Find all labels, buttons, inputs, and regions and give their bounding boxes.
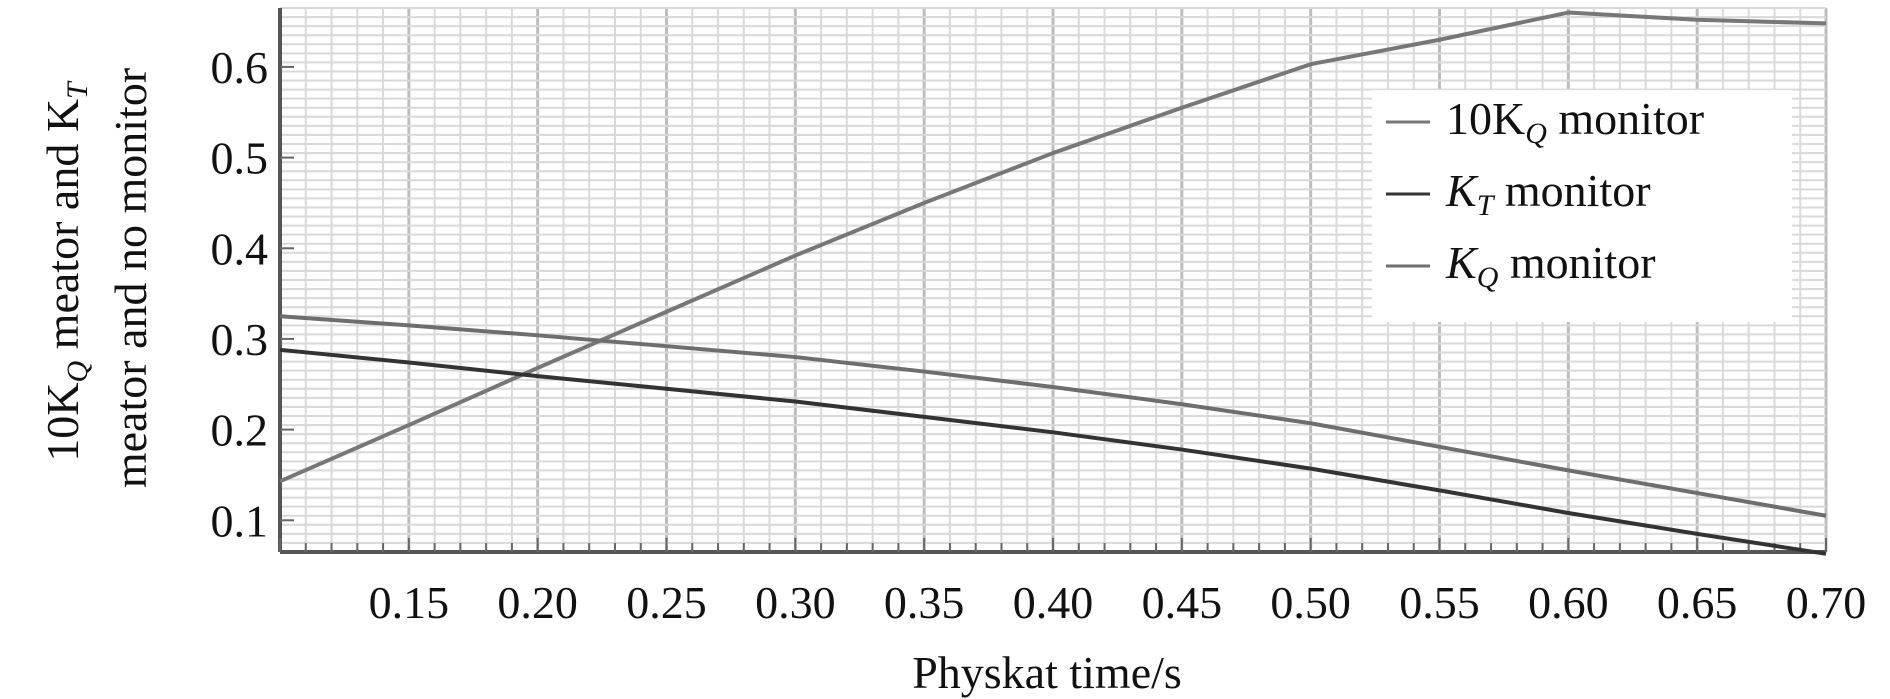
y-axis-title-sub2: T: [61, 80, 94, 99]
axes: [278, 8, 1827, 554]
y-tick-label: 0.2: [211, 405, 269, 456]
x-tick-label: 0.20: [497, 577, 578, 628]
x-tick-label: 0.45: [1142, 577, 1223, 628]
y-tick-label: 0.1: [211, 495, 269, 546]
x-tick-label: 0.15: [369, 577, 450, 628]
legend-entry-sub: T: [1477, 189, 1496, 222]
y-tick-labels: 0.1 0.2 0.3 0.4 0.5 0.6: [211, 42, 269, 546]
x-axis-title: Physkat time/s: [912, 647, 1182, 698]
x-tick-label: 0.25: [626, 577, 707, 628]
x-tick-label: 0.70: [1786, 577, 1867, 628]
x-tick-label: 0.40: [1013, 577, 1094, 628]
y-axis-title-line2: meator and no monitor: [105, 68, 156, 488]
legend-entry-main: K: [1445, 165, 1479, 216]
x-tick-label: 0.30: [755, 577, 836, 628]
y-axis-title-prefix: 10K: [37, 382, 88, 461]
y-axis-title-line1: 10KQ meator and KT: [37, 80, 94, 462]
x-tick-label: 0.55: [1399, 577, 1480, 628]
legend-entry-sub: Q: [1477, 261, 1499, 294]
x-tick-label: 0.35: [884, 577, 965, 628]
x-tick-labels: 0.15 0.20 0.25 0.30 0.35 0.40 0.45 0.50 0.55 0.60…: [369, 577, 1867, 628]
series-line-1: [279, 347, 1827, 556]
series-line-2: [279, 314, 1827, 518]
y-axis-title-mid: meator and K: [37, 99, 88, 361]
legend-entry-sub: Q: [1525, 117, 1547, 150]
legend-entry-rest: monitor: [1547, 93, 1704, 144]
y-axis-title-sub: Q: [61, 360, 94, 382]
x-tick-label: 0.50: [1270, 577, 1351, 628]
legend-entry-main: K: [1445, 237, 1479, 288]
legend-entry-rest: monitor: [1498, 237, 1655, 288]
y-tick-label: 0.4: [211, 223, 269, 274]
y-tick-label: 0.5: [211, 133, 269, 184]
y-tick-label: 0.6: [211, 42, 269, 93]
legend-entry-main: 10K: [1446, 93, 1525, 144]
x-tick-label: 0.60: [1528, 577, 1609, 628]
series-lines: [279, 10, 1827, 556]
legend-entry: KT monitor: [1445, 165, 1651, 222]
legend-entry: 10KQ monitor: [1446, 93, 1704, 150]
series-line-0: [279, 10, 1827, 484]
legend-box: [1372, 90, 1792, 322]
legend-entry-rest: monitor: [1493, 165, 1650, 216]
y-tick-label: 0.3: [211, 314, 269, 365]
legend-entry: KQ monitor: [1445, 237, 1656, 294]
x-tick-label: 0.65: [1657, 577, 1738, 628]
